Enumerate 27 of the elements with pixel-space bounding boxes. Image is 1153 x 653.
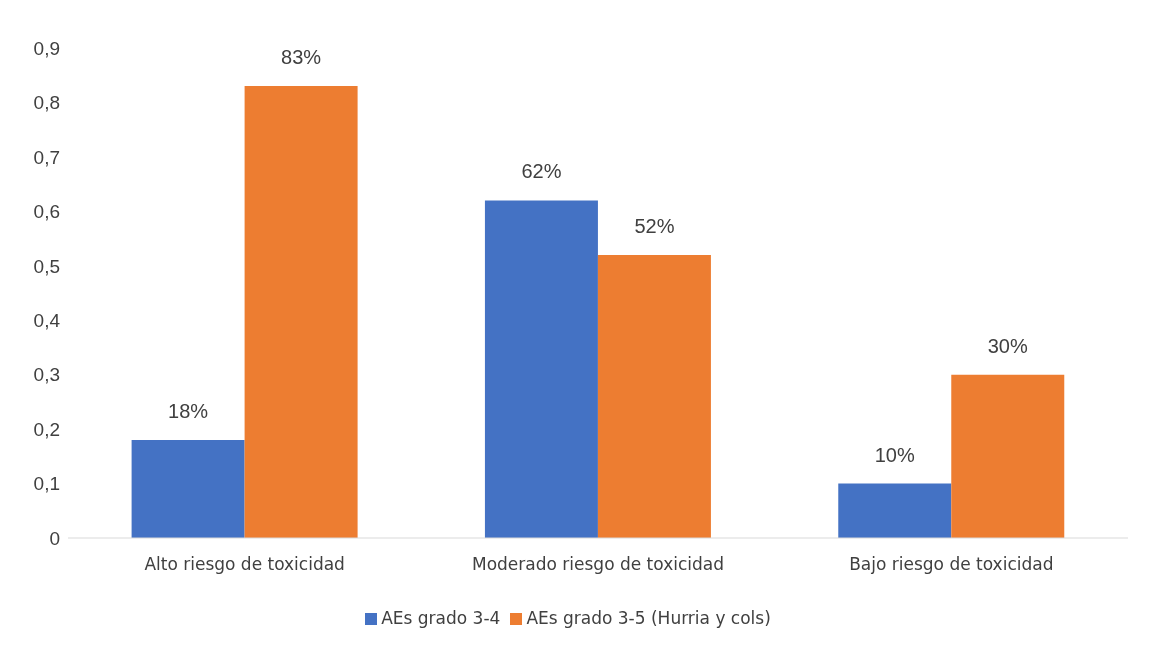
data-label: 30% — [987, 334, 1028, 357]
y-tick-label: 0,4 — [33, 309, 61, 331]
legend-label: AEs grado 3-5 (Hurria y cols) — [526, 608, 771, 628]
legend-label: AEs grado 3-4 — [381, 608, 501, 628]
y-tick-label: 0,5 — [33, 255, 60, 277]
y-tick-label: 0,2 — [33, 418, 60, 440]
bar — [484, 200, 598, 538]
y-tick-label: 0,6 — [33, 201, 60, 223]
y-tick-label: 0 — [49, 527, 60, 549]
y-tick-label: 0,1 — [33, 473, 60, 495]
bar — [244, 86, 358, 538]
bar — [597, 254, 711, 538]
y-tick-label: 0,8 — [33, 92, 60, 114]
x-tick-label: Bajo riesgo de toxicidad — [849, 554, 1054, 575]
x-tick-label: Moderado riesgo de toxicidad — [472, 554, 724, 575]
bar — [131, 440, 245, 538]
data-label: 52% — [634, 214, 675, 237]
data-label: 10% — [874, 443, 915, 466]
bar — [951, 374, 1065, 538]
data-label: 62% — [521, 160, 562, 183]
data-label: 18% — [168, 400, 209, 422]
y-tick-label: 0,3 — [33, 364, 60, 386]
y-tick-label: 0,9 — [33, 37, 60, 59]
data-label: 83% — [281, 46, 322, 69]
x-tick-label: Alto riesgo de toxicidad — [144, 554, 345, 575]
bar — [838, 483, 952, 538]
y-tick-label: 0,7 — [33, 146, 60, 168]
